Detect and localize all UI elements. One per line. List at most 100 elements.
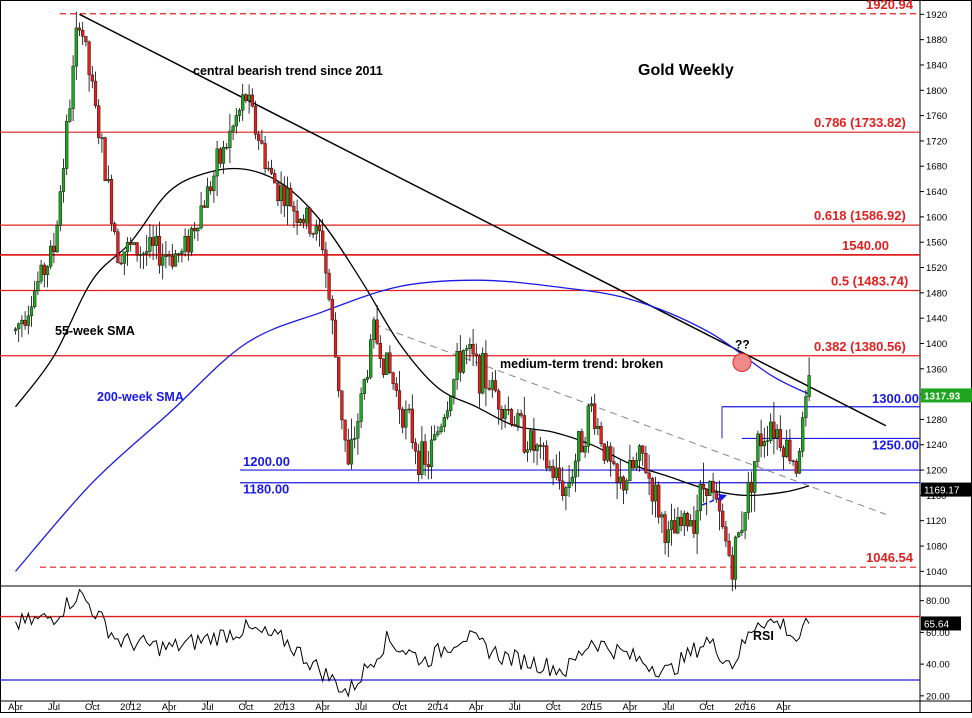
x-tick-label: 2012	[120, 702, 141, 713]
candle-body	[365, 377, 370, 380]
candle-body	[791, 460, 795, 462]
y-tick-label: 1720	[926, 136, 947, 147]
candle-body	[442, 417, 446, 428]
candle-body	[807, 375, 811, 397]
candle-body	[42, 264, 46, 275]
horizontal-levels: 1920.94 0.786 (1733.82) 0.618 (1586.92) 154…	[0, 0, 920, 568]
candle-body	[74, 27, 78, 67]
candle-body	[490, 380, 494, 390]
candle-body	[647, 472, 651, 479]
candle-body	[81, 29, 85, 37]
candle-body	[132, 242, 136, 245]
candle-body	[247, 94, 251, 101]
candle-body	[362, 379, 366, 394]
candle-body	[471, 344, 475, 355]
candle-body	[260, 140, 264, 144]
y-tick-label: 1760	[926, 111, 947, 122]
rsi-value-tag	[921, 616, 961, 631]
candle-body	[701, 483, 706, 490]
candle-body	[84, 36, 88, 43]
chart-title: Gold Weekly	[638, 62, 734, 79]
candle-body	[90, 74, 94, 82]
candle-body	[167, 254, 171, 257]
trend-label-medium: medium-term trend: broken	[500, 357, 663, 371]
candle-body	[327, 272, 331, 300]
candle-body	[397, 390, 402, 410]
candle-body	[685, 513, 690, 527]
candle-body	[743, 512, 747, 531]
candle-body	[308, 207, 312, 234]
candle-body	[209, 186, 213, 192]
candle-body	[497, 390, 501, 410]
candle-body	[301, 218, 306, 224]
candle-body	[241, 94, 245, 111]
candle-body	[509, 409, 514, 425]
x-tick-label: Oct	[699, 702, 714, 713]
x-tick-label: Oct	[85, 702, 100, 713]
candle-body	[295, 210, 299, 223]
candle-body	[733, 536, 738, 580]
y-tick-label: 1560	[926, 238, 947, 249]
candle-body	[423, 441, 427, 465]
rsi-label: RSI	[753, 629, 774, 643]
level-label: 0.618 (1586.92)	[814, 208, 906, 223]
candle-body	[100, 137, 104, 139]
moving-averages: 55-week SMA 200-week SMA	[14, 167, 810, 572]
candle-body	[628, 460, 632, 481]
candle-body	[506, 408, 510, 411]
arrow-head	[718, 494, 727, 501]
y-tick-label: 1920	[926, 10, 947, 21]
candle-body	[202, 205, 206, 208]
candle-body	[650, 478, 654, 502]
candle-body	[631, 460, 635, 469]
candle-body	[404, 409, 408, 428]
candle-body	[369, 339, 373, 378]
candle-body	[122, 251, 126, 264]
sma-200-line	[15, 279, 810, 572]
sma-200-label: 200-week SMA	[97, 390, 184, 404]
candle-body	[657, 484, 661, 518]
candle-body	[477, 355, 482, 394]
candle-body	[106, 178, 110, 182]
sma-55-line	[14, 167, 810, 497]
candle-body	[663, 514, 667, 543]
sma55-value-tag	[921, 482, 972, 497]
rsi-tick-label: 60.00	[926, 628, 950, 639]
candle-body	[589, 403, 594, 406]
x-tick-label: 2014	[427, 702, 448, 713]
candle-body	[609, 446, 613, 462]
y-tick-label: 1120	[926, 516, 946, 527]
candle-body	[615, 463, 619, 483]
candle-body	[692, 520, 696, 534]
candle-body	[151, 237, 155, 246]
candle-body	[157, 236, 162, 266]
candle-body	[346, 439, 350, 465]
candle-body	[714, 492, 718, 500]
candle-body	[375, 319, 379, 344]
candle-body	[452, 379, 456, 397]
candle-body	[161, 256, 165, 266]
candle-body	[426, 464, 430, 468]
candle-body	[71, 65, 75, 109]
candle-body	[564, 487, 568, 496]
candle-body	[599, 426, 603, 444]
candle-body	[788, 439, 792, 461]
rsi-tick-label: 80.00	[926, 596, 950, 607]
candle-body	[676, 516, 680, 534]
candle-body	[573, 460, 578, 478]
candle-body	[481, 353, 485, 394]
candle-body	[801, 417, 805, 452]
candle-body	[436, 431, 440, 435]
candle-body	[273, 173, 277, 184]
arrow-shaft	[701, 496, 723, 506]
level-label: 1300.00	[872, 391, 919, 406]
y-tick-label: 1200	[926, 466, 947, 477]
trend-label-bearish: central bearish trend since 2011	[193, 64, 383, 78]
candle-body	[487, 387, 491, 390]
candle-body	[305, 207, 309, 224]
candle-body	[33, 290, 37, 307]
candle-body	[343, 419, 347, 441]
candle-body	[500, 408, 504, 419]
candle-body	[154, 236, 158, 246]
candle-body	[461, 350, 466, 373]
